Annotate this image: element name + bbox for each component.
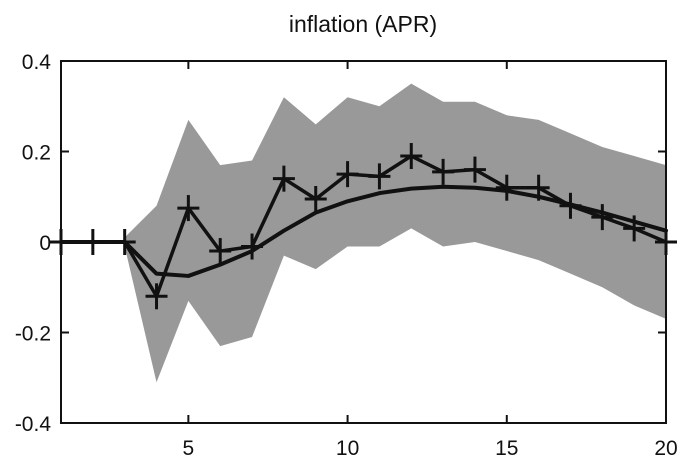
plus-marker xyxy=(145,283,168,310)
y-tick-label: 0.4 xyxy=(22,51,52,74)
plus-marker xyxy=(81,229,104,255)
plus-marker xyxy=(304,186,327,213)
plus-marker xyxy=(559,192,582,219)
marked-response-line xyxy=(59,154,668,299)
y-tick-label: -0.2 xyxy=(15,323,51,346)
x-tick-label: 20 xyxy=(654,437,677,460)
y-tick-label: 0 xyxy=(39,232,51,255)
plus-marker xyxy=(241,233,264,260)
x-tick-label: 5 xyxy=(183,437,195,460)
confidence-band-layer xyxy=(124,83,667,383)
plus-marker xyxy=(591,204,614,231)
chart-title: inflation (APR) xyxy=(289,11,437,37)
plus-marker xyxy=(463,156,486,183)
plus-marker xyxy=(272,165,295,192)
plus-marker xyxy=(495,174,518,201)
plus-marker xyxy=(623,215,646,242)
plus-marker xyxy=(368,163,391,190)
x-tick-label: 15 xyxy=(495,437,518,460)
plus-marker xyxy=(400,143,423,170)
plus-marker xyxy=(113,229,136,255)
plus-marker xyxy=(527,174,550,201)
y-tick-label: 0.2 xyxy=(22,142,51,165)
plus-marker xyxy=(209,238,232,265)
plus-marker xyxy=(177,195,200,222)
confidence-band xyxy=(124,83,667,383)
x-tick-label: 10 xyxy=(336,437,359,460)
plus-marker xyxy=(336,161,359,188)
axis-layer: 5 10 15 20 -0.4 -0.2 0 0.2 0.4 xyxy=(15,51,678,460)
plus-marker xyxy=(432,158,455,185)
y-tick-label: -0.4 xyxy=(15,413,52,436)
